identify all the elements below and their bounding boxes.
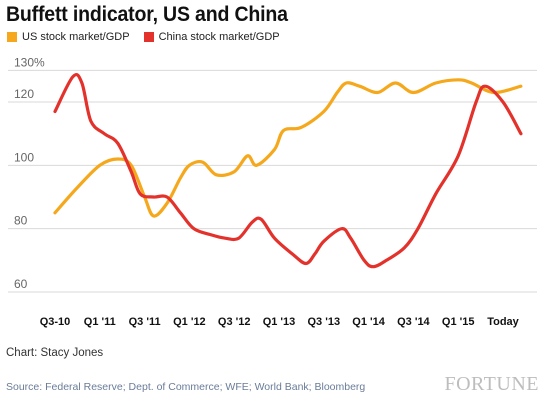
fortune-logo: FORTUNE [444,373,539,395]
legend-item-us: US stock market/GDP [7,31,130,43]
legend-label-china: China stock market/GDP [158,31,280,43]
china-series-line [53,73,523,269]
us-series-line [53,78,523,218]
chart-credit: Chart: Stacy Jones [6,347,104,359]
source-note: Source: Federal Reserve; Dept. of Commer… [6,381,366,393]
x-tick-label-7: Q1 '14 [352,316,385,328]
x-tick-label-2: Q3 '11 [129,316,161,328]
y-tick-label-100: 100 [14,150,34,164]
y-tick-label-60: 60 [14,277,28,291]
x-tick-label-6: Q3 '13 [308,316,341,328]
x-tick-label-8: Q3 '14 [397,316,430,328]
chart-title: Buffett indicator, US and China [6,3,288,26]
legend-label-us: US stock market/GDP [22,31,130,43]
x-tick-label-5: Q1 '13 [263,316,296,328]
y-tick-label-80: 80 [14,214,28,228]
x-tick-label-1: Q1 '11 [84,316,116,328]
y-tick-label-120: 120 [14,87,34,101]
chart-legend: US stock market/GDP China stock market/G… [7,31,294,43]
grid-layer [8,69,537,293]
y-axis-labels: 60 80 100 120 130% [14,55,45,291]
x-tick-label-0: Q3-10 [40,316,71,328]
y-tick-label-130: 130% [14,55,45,69]
x-tick-label-9: Q1 '15 [442,316,475,328]
legend-swatch-us [7,32,17,42]
x-tick-label-10: Today [487,316,519,328]
x-axis-labels: Q3-10 Q1 '11 Q3 '11 Q1 '12 Q3 '12 Q1 '13 Q3 '1… [40,316,520,328]
x-tick-label-4: Q3 '12 [218,316,251,328]
legend-item-china: China stock market/GDP [143,31,280,43]
series-layer [53,73,523,269]
legend-swatch-china [143,32,154,42]
x-tick-label-3: Q1 '12 [173,316,206,328]
